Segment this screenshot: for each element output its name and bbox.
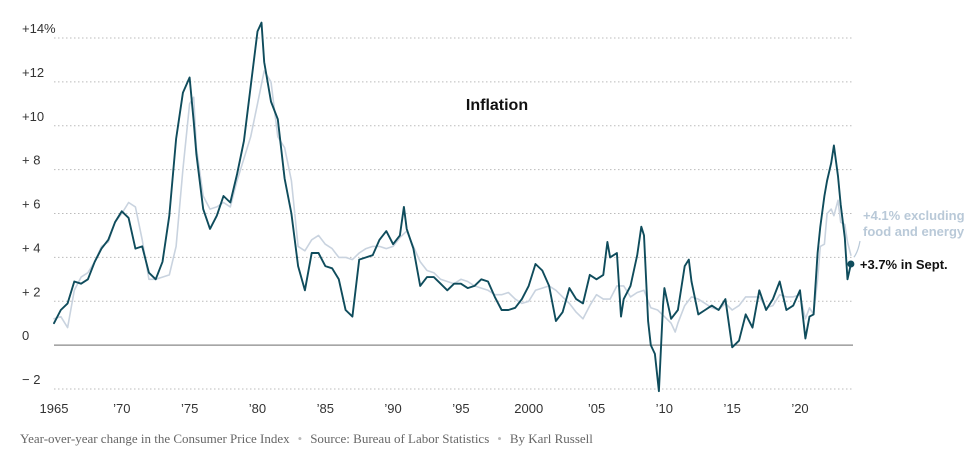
x-tick-label: ’85 [317,401,334,416]
x-tick-label: ’90 [384,401,401,416]
x-tick-label: ’95 [452,401,469,416]
x-tick-label: ’70 [113,401,130,416]
core-annotation-arrow [853,240,861,258]
y-tick-label: + 4 [22,240,40,255]
x-tick-label: 2000 [514,401,543,416]
core-annotation-line-2: food and energy [863,224,965,239]
y-tick-label: − 2 [22,372,40,387]
y-tick-label: +12 [22,65,44,80]
footer-separator: • [297,431,303,446]
footer-description: Year-over-year change in the Consumer Pr… [20,431,290,446]
y-tick-label: + 6 [22,197,40,212]
inflation-chart: +14% +12 +10 + 8 + 6 + 4 + 2 0 − 2 1965 ’70 ’75 ’80… [22,21,965,416]
y-axis-ticks: +14% +12 +10 + 8 + 6 + 4 + 2 0 − 2 [22,21,56,387]
y-tick-label: +10 [22,109,44,124]
footer-separator: • [497,431,502,446]
footer-byline: By Karl Russell [509,431,593,446]
x-tick-label: 1965 [40,401,69,416]
x-axis-ticks: 1965 ’70 ’75 ’80 ’85 ’90 ’95 2000 ’05 ’10 ’15 ’20 [40,401,809,416]
chart-title: Inflation [466,97,528,114]
core-cpi-line [53,70,852,333]
y-tick-label: 0 [22,328,29,343]
headline-cpi-line [53,21,852,393]
series-lines [53,21,852,393]
x-tick-label: ’10 [656,401,673,416]
x-tick-label: ’80 [249,401,266,416]
gridlines [54,37,853,390]
x-tick-label: ’15 [724,401,741,416]
x-tick-label: ’20 [791,401,808,416]
y-tick-label: + 8 [22,153,40,168]
core-annotation-line-1: +4.1% excluding [863,208,965,223]
y-tick-label: +14% [22,21,56,36]
y-tick-label: + 2 [22,284,40,299]
annotations: +4.1% excluding food and energy +3.7% in… [847,208,965,272]
footer-source: Source: Bureau of Labor Statistics [310,431,490,446]
chart-footer: Year-over-year change in the Consumer Pr… [20,431,593,447]
x-tick-label: ’75 [181,401,198,416]
headline-endpoint-dot [847,260,855,268]
x-tick-label: ’05 [588,401,605,416]
headline-annotation: +3.7% in Sept. [860,257,948,272]
